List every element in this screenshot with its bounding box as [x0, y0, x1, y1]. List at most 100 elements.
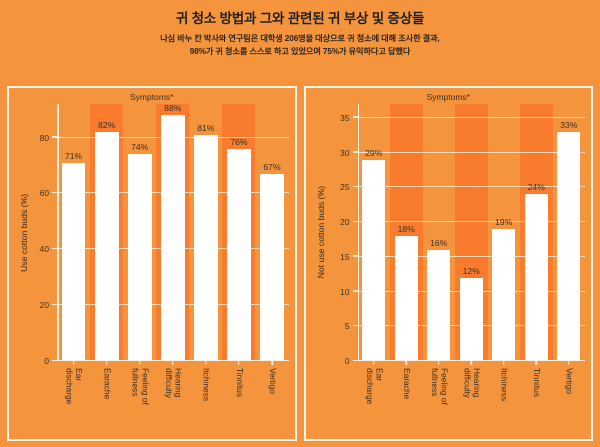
bar-value-label: 16%: [430, 237, 448, 248]
x-axis-tick: [568, 361, 570, 365]
bar[interactable]: 74%: [127, 142, 152, 361]
bar[interactable]: 16%: [427, 238, 451, 361]
y-axis-line-left: [57, 104, 59, 361]
x-axis-category-label: Vertigo: [267, 368, 278, 395]
bar-value-label: 76%: [230, 136, 248, 147]
bar-value-label: 71%: [64, 150, 83, 161]
bar[interactable]: 33%: [557, 120, 581, 361]
x-axis-category: Ear discharge: [358, 361, 391, 439]
bar-cell[interactable]: 18%: [390, 104, 423, 361]
y-axis-tick-label: 20: [39, 300, 49, 311]
bar-cell[interactable]: 29%: [358, 104, 391, 361]
x-axis-tick: [535, 361, 537, 365]
bar-cell[interactable]: 82%: [90, 104, 123, 361]
bar[interactable]: 82%: [94, 120, 119, 361]
bar[interactable]: 67%: [260, 162, 284, 361]
y-axis-label-text-right: Not use cotton buds (%): [315, 186, 326, 279]
bar[interactable]: 19%: [492, 217, 516, 361]
y-axis-tick-label: 20: [340, 217, 350, 228]
bar-cell[interactable]: 71%: [57, 104, 90, 361]
bar-cell[interactable]: 19%: [488, 104, 521, 361]
x-axis-tick: [470, 361, 472, 365]
y-axis-tick-label: 0: [44, 356, 49, 366]
y-axis-tick-label: 15: [340, 251, 350, 262]
x-axis-category-label: Tinnitus: [532, 368, 543, 398]
x-axis-category-label: Ear discharge: [364, 368, 385, 405]
bar-cell[interactable]: 12%: [455, 104, 488, 361]
bar[interactable]: 71%: [61, 151, 86, 361]
bar-cell[interactable]: 33%: [553, 104, 586, 361]
x-axis-category: Hearing difficulty: [156, 361, 189, 439]
x-axis-category-label: Itchiness: [499, 368, 510, 402]
x-axis-category-label: Earache: [402, 368, 413, 400]
chart-title-left: Symptoms*: [130, 92, 174, 102]
bar-cell[interactable]: 74%: [123, 104, 156, 361]
x-axis-category: Vertigo: [255, 361, 288, 439]
x-axis-tick: [438, 361, 440, 365]
x-axis-tick: [138, 361, 141, 365]
bar[interactable]: 88%: [160, 103, 185, 361]
plot-area-left: 0 20 40 60 80 71% 82% 74% 88% 81% 76% 67%: [40, 103, 289, 366]
bar-value-label: 29%: [365, 147, 383, 158]
bar-cell[interactable]: 81%: [189, 104, 222, 361]
bar[interactable]: 18%: [394, 224, 418, 361]
x-axis-tick: [172, 361, 174, 365]
chart-panel-not-use-cotton-buds: Symptoms* Not use cotton buds (%) 0 5 10 15…: [303, 86, 593, 441]
y-axis-tick-label: 10: [340, 286, 350, 297]
subtitle-line-2: 98%가 귀 청소를 스스로 하고 있었으며 75%가 유익하다고 답했다: [189, 46, 411, 56]
x-axis-category: Itchiness: [189, 361, 222, 439]
bars-left: 71% 82% 74% 88% 81% 76% 67%: [57, 103, 289, 361]
bar-value-label: 82%: [98, 119, 116, 130]
bar-cell[interactable]: 24%: [520, 104, 553, 361]
x-axis-category: Tinnitus: [520, 361, 553, 439]
chart-panel-use-cotton-buds: Symptoms* Use cotton buds (%) 0 20 40 60 80 …: [7, 86, 297, 441]
y-axis-label-text-left: Use cotton buds (%): [19, 193, 29, 272]
x-axis-labels-left: Ear discharge Earache Feeling of fullness H…: [57, 361, 289, 439]
bar[interactable]: 81%: [193, 123, 218, 361]
x-axis-category-label: Ear discharge: [64, 368, 85, 405]
bar-value-label: 88%: [164, 103, 182, 114]
bar-value-label: 33%: [560, 119, 578, 130]
y-axis-tick-label: 25: [340, 182, 350, 193]
bar[interactable]: 76%: [227, 137, 251, 361]
y-axis-tick-label: 80: [39, 132, 49, 143]
x-axis-tick: [503, 361, 505, 365]
y-axis-tick-label: 35: [340, 112, 350, 123]
bar-value-label: 24%: [527, 182, 545, 193]
plot-area-right: 0 5 10 15 20 25 30 35 29% 18% 16% 12% 19% 24% 33%: [340, 104, 586, 366]
bar[interactable]: 29%: [362, 148, 386, 361]
y-axis-tick-label: 60: [39, 188, 49, 199]
y-axis-tick-label: 30: [340, 147, 350, 158]
y-axis-line-right: [357, 104, 359, 361]
bar-value-label: 19%: [495, 217, 513, 228]
x-axis-category: Earache: [90, 361, 123, 439]
x-axis-category-label: Hearing difficulty: [462, 368, 482, 399]
x-axis-category: Ear discharge: [57, 361, 90, 439]
x-axis-category: Earache: [390, 361, 423, 439]
bar-cell[interactable]: 88%: [156, 103, 189, 361]
chart-panels: Symptoms* Use cotton buds (%) 0 20 40 60 80 …: [0, 86, 600, 441]
chart-title-right: Symptoms*: [426, 92, 470, 102]
x-axis-category: Feeling of fullness: [123, 361, 156, 439]
x-axis-category-label: Vertigo: [564, 368, 575, 395]
x-axis-category-label: Earache: [102, 368, 113, 400]
x-axis-tick: [105, 361, 108, 365]
bar[interactable]: 24%: [524, 182, 548, 361]
x-axis-tick: [405, 361, 407, 365]
y-axis-label-left: Use cotton buds (%): [17, 104, 31, 361]
x-axis-category-label: Tinnitus: [234, 368, 245, 398]
bar-cell[interactable]: 67%: [255, 104, 288, 361]
x-axis-tick: [373, 361, 375, 365]
bar-value-label: 67%: [263, 161, 281, 172]
y-axis-label-right: Not use cotton buds (%): [314, 104, 328, 361]
x-axis-line-left: [57, 359, 289, 361]
x-axis-category: Tinnitus: [222, 361, 255, 439]
y-axis-tick-label: 40: [39, 244, 49, 255]
x-axis-category-label: Itchiness: [201, 368, 212, 402]
bar[interactable]: 12%: [459, 266, 483, 361]
bar-cell[interactable]: 76%: [222, 104, 255, 361]
x-axis-labels-right: Ear discharge Earache Feeling of fullness H…: [358, 361, 586, 439]
page-title: 귀 청소 방법과 그와 관련된 귀 부상 및 증상들: [175, 11, 425, 26]
bar-cell[interactable]: 16%: [423, 104, 456, 361]
